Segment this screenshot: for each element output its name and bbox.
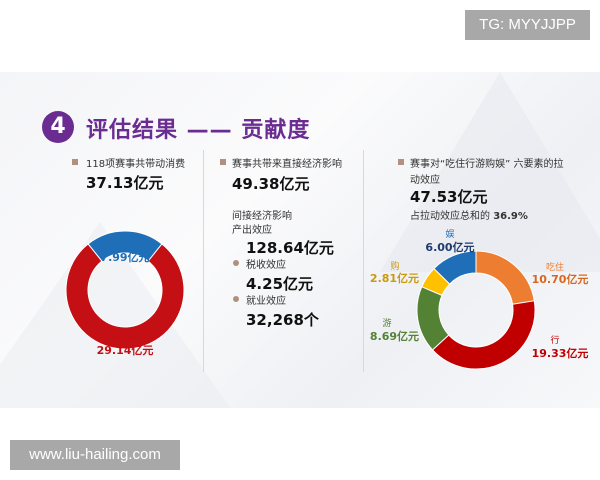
- bullet-icon: [220, 159, 226, 165]
- value-shopping: 2.81亿元: [369, 272, 420, 285]
- employment-effect-label: 就业效应: [246, 296, 286, 307]
- section-number-badge: 4: [42, 111, 74, 143]
- direct-impact-value: 49.38亿元: [232, 175, 310, 193]
- watermark-top: TG: MYYJJPP: [465, 10, 590, 40]
- tax-effect-value: 4.25亿元: [246, 275, 314, 293]
- donut-slice-行: [431, 300, 536, 370]
- six-elements-label: 赛事对“吃住行游购娱” 六要素的拉: [410, 159, 564, 170]
- six-elements-total: 47.53亿元: [410, 188, 488, 206]
- consumption-total: 37.13亿元: [86, 174, 164, 192]
- watermark-bottom: www.liu-hailing.com: [10, 440, 180, 470]
- value-tourism: 8.69亿元: [369, 330, 420, 343]
- donut-slice-娱: [433, 250, 477, 285]
- divider: [363, 150, 364, 372]
- page-title: 评估结果 —— 贡献度: [86, 118, 311, 143]
- label-tourism: 游: [382, 319, 392, 329]
- core-consumption-value: 7.99亿元: [100, 251, 150, 264]
- share-text: 占拉动效应总和的 36.9%: [410, 207, 528, 222]
- six-elements-label-2: 动效应: [410, 175, 440, 186]
- label-food-lodging: 吃住: [545, 263, 564, 273]
- indirect-impact-label: 间接经济影响: [232, 211, 292, 222]
- tax-effect-label: 税收效应: [246, 260, 286, 271]
- share-value: 36.9%: [493, 211, 528, 222]
- six-elements-donut-chart: [416, 250, 536, 370]
- employment-effect-value: 32,268个: [246, 311, 319, 329]
- direct-impact-label: 赛事共带来直接经济影响: [232, 159, 342, 170]
- related-consumption-value: 29.14亿元: [96, 344, 154, 357]
- share-prefix: 占拉动效应总和的: [410, 211, 490, 222]
- related-consumption-label: 相关消费: [106, 332, 143, 342]
- bullet-icon: [233, 296, 239, 302]
- consumption-label: 118项赛事共带动消费: [86, 159, 186, 170]
- label-shopping: 购: [390, 262, 400, 272]
- label-entertainment: 娱: [445, 230, 455, 240]
- value-food-lodging: 10.70亿元: [531, 273, 589, 286]
- divider: [203, 150, 204, 372]
- value-travel: 19.33亿元: [531, 347, 589, 360]
- bullet-icon: [233, 260, 239, 266]
- bullet-icon: [398, 159, 404, 165]
- slide: 4 评估结果 —— 贡献度 118项赛事共带动消费 37.13亿元 核心消费 7…: [0, 72, 600, 408]
- donut-slice-相关消费: [65, 243, 185, 350]
- bullet-icon: [72, 159, 78, 165]
- consumption-donut-chart: [65, 230, 185, 350]
- output-effect-value: 128.64亿元: [246, 239, 334, 257]
- core-consumption-label: 核心消费: [106, 240, 143, 250]
- value-entertainment: 6.00亿元: [425, 241, 475, 254]
- label-travel: 行: [550, 336, 560, 346]
- output-effect-label: 产出效应: [232, 225, 272, 236]
